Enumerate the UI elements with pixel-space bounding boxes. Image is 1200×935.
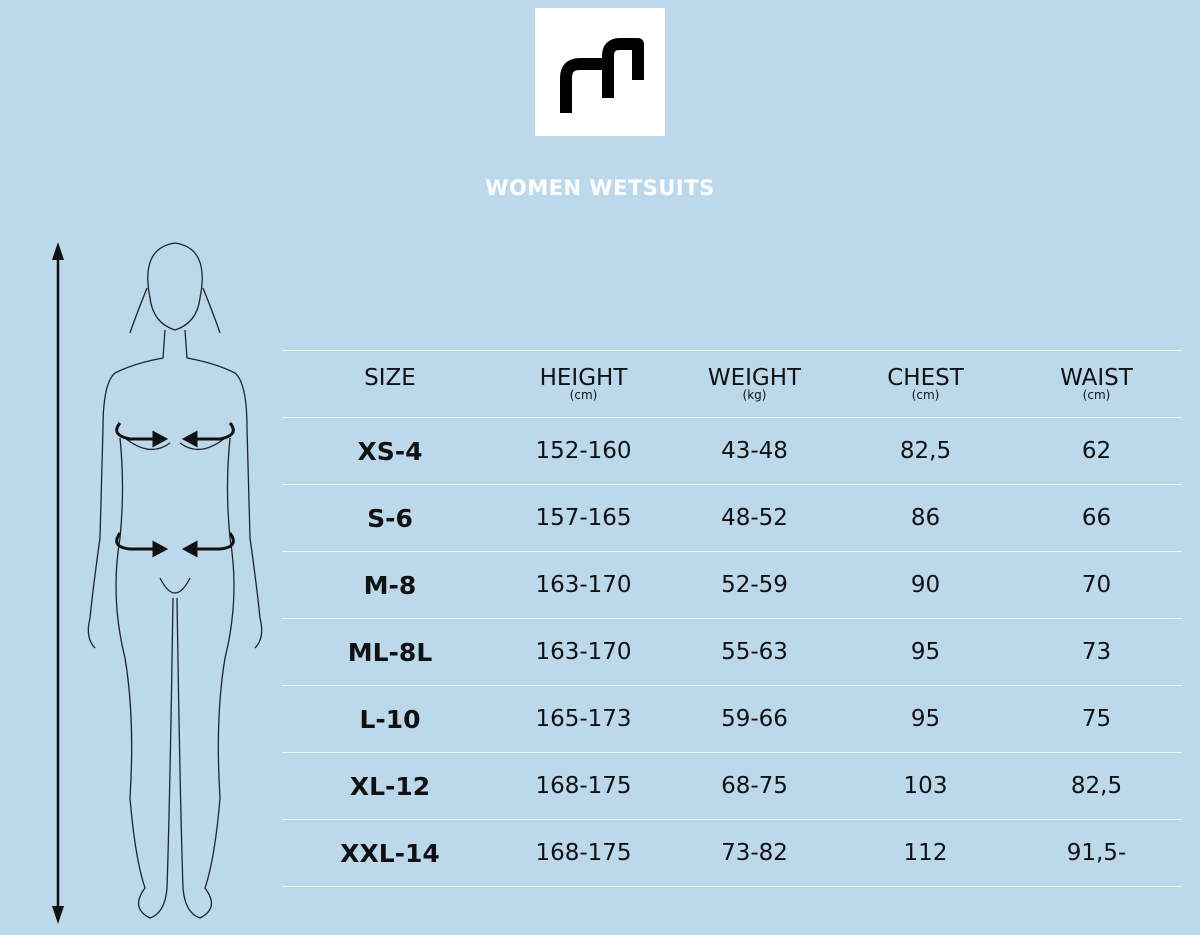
header-unit: (cm)	[911, 388, 940, 402]
cell-chest: 95	[910, 706, 941, 732]
woman-body-figure	[87, 242, 263, 919]
brand-logo	[535, 8, 665, 136]
cell-height: 168-175	[535, 840, 632, 866]
header-unit: (cm)	[569, 388, 598, 402]
chest-arrows-icon	[115, 422, 235, 448]
cell-height: 152-160	[535, 438, 632, 464]
header-label: CHEST	[887, 365, 964, 391]
cell-size: M-8	[363, 570, 417, 600]
table-row: M-8 163-170 52-59 90 70	[282, 551, 1182, 618]
header-label: WAIST	[1060, 365, 1133, 391]
header-unit: (cm)	[1082, 388, 1111, 402]
size-chart-table: SIZE HEIGHT (cm) WEIGHT (kg) CHEST (cm) WAI…	[282, 350, 1182, 887]
table-header-row: SIZE HEIGHT (cm) WEIGHT (kg) CHEST (cm) WAI…	[282, 350, 1182, 417]
cell-size: XS-4	[357, 436, 423, 466]
table-row: L-10 165-173 59-66 95 75	[282, 685, 1182, 752]
cell-waist: 66	[1081, 505, 1112, 531]
table-row: XXL-14 168-175 73-82 112 91,5-	[282, 819, 1182, 887]
cell-size: L-10	[359, 704, 421, 734]
table-row: ML-8L 163-170 55-63 95 73	[282, 618, 1182, 685]
header-unit	[282, 389, 498, 401]
header-chest: CHEST (cm)	[840, 365, 1011, 402]
cell-weight: 68-75	[721, 773, 788, 799]
cell-chest: 103	[903, 773, 948, 799]
cell-size: XL-12	[349, 771, 431, 801]
cell-size: S-6	[367, 503, 413, 533]
cell-weight: 48-52	[721, 505, 788, 531]
cell-weight: 43-48	[721, 438, 788, 464]
cell-waist: 82,5	[1070, 773, 1123, 799]
cell-chest: 86	[910, 505, 941, 531]
waist-arrows-icon	[115, 532, 235, 558]
table-row: XS-4 152-160 43-48 82,5 62	[282, 417, 1182, 484]
header-height: HEIGHT (cm)	[498, 365, 669, 402]
cell-weight: 52-59	[721, 572, 788, 598]
cell-chest: 95	[910, 639, 941, 665]
cell-height: 157-165	[535, 505, 632, 531]
cell-waist: 75	[1081, 706, 1112, 732]
table-row: S-6 157-165 48-52 86 66	[282, 484, 1182, 551]
header-weight: WEIGHT (kg)	[669, 365, 840, 402]
cell-size: ML-8L	[347, 637, 433, 667]
m-logo-icon	[560, 38, 644, 113]
cell-chest: 82,5	[899, 438, 952, 464]
page-title: WOMEN WETSUITS	[485, 176, 715, 200]
cell-waist: 91,5-	[1066, 840, 1127, 866]
header-label: WEIGHT	[707, 365, 802, 391]
header-label: SIZE	[364, 365, 416, 391]
table-row: XL-12 168-175 68-75 103 82,5	[282, 752, 1182, 819]
cell-waist: 70	[1081, 572, 1112, 598]
cell-waist: 62	[1081, 438, 1112, 464]
cell-waist: 73	[1081, 639, 1112, 665]
header-size: SIZE	[282, 367, 498, 401]
cell-height: 168-175	[535, 773, 632, 799]
cell-size: XXL-14	[340, 838, 440, 868]
height-arrow-icon	[52, 242, 64, 924]
cell-height: 165-173	[535, 706, 632, 732]
header-waist: WAIST (cm)	[1011, 365, 1182, 402]
header-label: HEIGHT	[539, 365, 628, 391]
cell-height: 163-170	[535, 639, 632, 665]
cell-weight: 55-63	[721, 639, 788, 665]
cell-weight: 73-82	[721, 840, 788, 866]
cell-chest: 90	[910, 572, 941, 598]
cell-weight: 59-66	[721, 706, 788, 732]
header-unit: (kg)	[742, 388, 767, 402]
cell-height: 163-170	[535, 572, 632, 598]
cell-chest: 112	[903, 840, 948, 866]
